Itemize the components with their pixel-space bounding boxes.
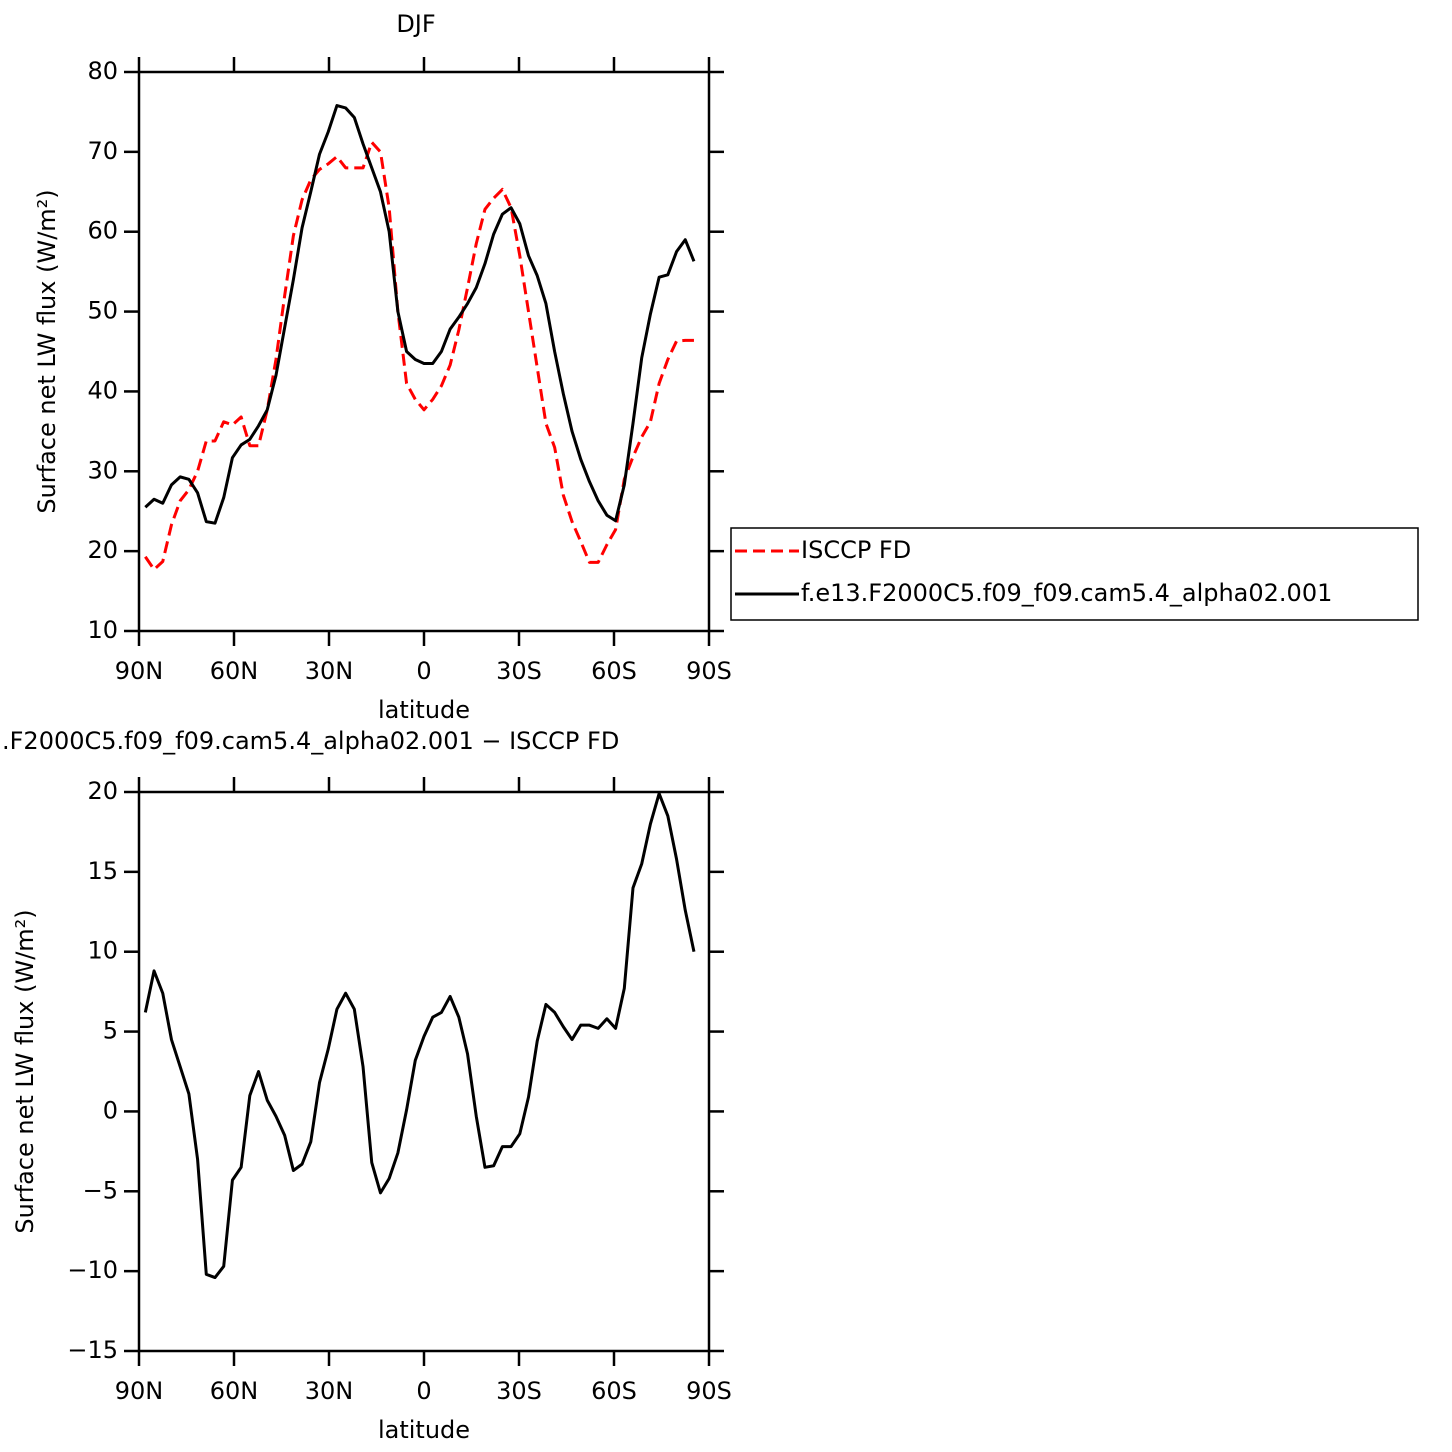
x-tick-label: 90S: [686, 657, 732, 685]
plot-frame: [137, 70, 711, 633]
x-tick-label: 0: [416, 657, 431, 685]
y-tick-label: 40: [87, 376, 118, 404]
chart-title: .F2000C5.f09_f09.cam5.4_alpha02.001 − IS…: [2, 727, 619, 755]
y-axis-label: Surface net LW flux (W/m²): [33, 189, 61, 513]
y-tick-label: 20: [87, 536, 118, 564]
y-tick-label: 10: [87, 937, 118, 965]
y-tick-label: 20: [87, 777, 118, 805]
y-tick-label: 0: [103, 1096, 118, 1124]
y-tick-label: 5: [103, 1017, 118, 1045]
data-line: [143, 792, 696, 1280]
y-tick-label: 80: [87, 57, 118, 85]
y-tick-label: −5: [83, 1176, 118, 1204]
legend-label: f.e13.F2000C5.f09_f09.cam5.4_alpha02.001: [801, 579, 1332, 607]
y-tick-label: 30: [87, 456, 118, 484]
x-axis-label: latitude: [378, 1416, 470, 1444]
x-tick-label: 90N: [115, 657, 164, 685]
data-line: [144, 140, 694, 572]
x-tick-label: 60S: [591, 1377, 637, 1405]
x-tick-label: 30N: [305, 657, 354, 685]
x-tick-label: 0: [416, 1377, 431, 1405]
x-tick-label: 90S: [686, 1377, 732, 1405]
y-tick-label: 50: [87, 297, 118, 325]
y-tick-label: 15: [87, 857, 118, 885]
y-axis-label: Surface net LW flux (W/m²): [11, 909, 39, 1233]
x-tick-label: 30S: [496, 657, 542, 685]
y-tick-label: 70: [87, 137, 118, 165]
y-tick-label: 60: [87, 217, 118, 245]
data-line: [144, 104, 696, 525]
x-tick-label: 60N: [210, 1377, 259, 1405]
x-tick-label: 30S: [496, 1377, 542, 1405]
x-tick-label: 30N: [305, 1377, 354, 1405]
legend-box: [730, 527, 1419, 621]
x-tick-label: 60S: [591, 657, 637, 685]
y-tick-label: 10: [87, 616, 118, 644]
y-tick-label: −10: [67, 1256, 118, 1284]
x-axis-label: latitude: [378, 696, 470, 724]
chart-title: DJF: [396, 10, 435, 38]
plot-frame: [137, 790, 711, 1353]
x-tick-label: 90N: [115, 1377, 164, 1405]
y-tick-label: −15: [67, 1336, 118, 1364]
legend-label: ISCCP FD: [801, 536, 911, 564]
x-tick-label: 60N: [210, 657, 259, 685]
